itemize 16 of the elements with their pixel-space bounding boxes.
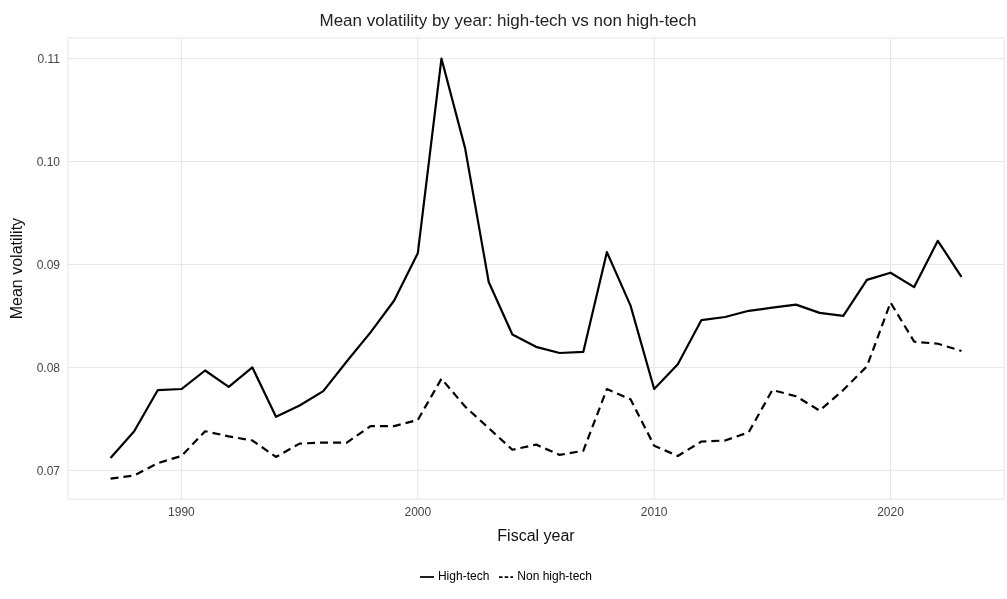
- line-series: [109, 301, 963, 480]
- y-tick-label: 0.08: [36, 360, 61, 375]
- y-tick-label: 0.11: [37, 51, 61, 66]
- legend-label: Non high-tech: [517, 569, 593, 584]
- legend-label: High-tech: [437, 569, 490, 584]
- x-tick-label: 2000: [404, 504, 432, 519]
- line-series: [109, 57, 963, 460]
- y-tick-label: 0.10: [36, 154, 61, 169]
- x-axis-title: Fiscal year: [497, 527, 576, 545]
- x-tick-label: 1990: [168, 504, 196, 519]
- y-axis-title: Mean volatility: [7, 217, 25, 320]
- y-tick-label: 0.09: [36, 257, 61, 272]
- chart-title: Mean volatility by year: high-tech vs non high-tech: [318, 10, 698, 32]
- x-tick-label: 2020: [877, 504, 905, 519]
- y-tick-label: 0.07: [36, 463, 61, 478]
- x-tick-label: 2010: [640, 504, 668, 519]
